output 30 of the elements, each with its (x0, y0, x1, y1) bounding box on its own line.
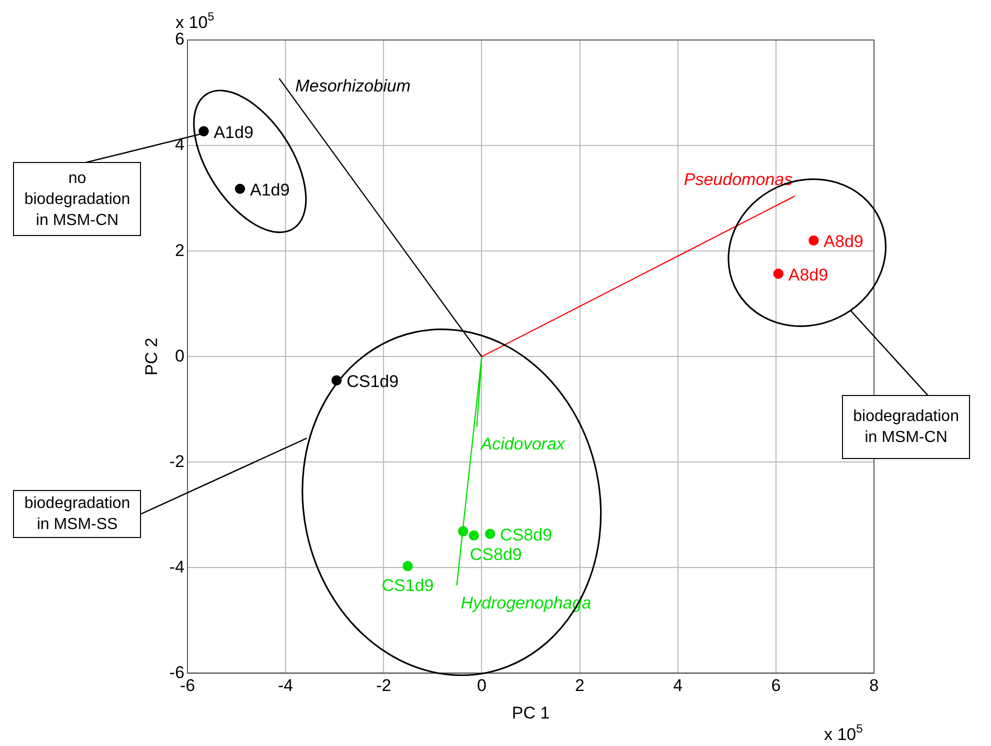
series-label: A1d9 (214, 122, 254, 142)
series-label: Mesorhizobium (295, 76, 410, 96)
y-tick-label: 6 (175, 30, 185, 49)
y-tick-label: -2 (169, 452, 185, 471)
y-tick-label: -6 (169, 662, 185, 682)
series-label: A8d9 (788, 265, 828, 284)
x-tick-label: -4 (278, 676, 294, 696)
series-label: A8d9 (824, 232, 864, 252)
x-tick-label: -2 (376, 676, 392, 696)
x-axis-title: PC 1 (512, 703, 550, 722)
x-tick-label: 6 (771, 676, 781, 696)
annotation: biodegradation in MSM-CN (842, 395, 970, 460)
annotation: no biodegradation in MSM-CN (13, 162, 142, 236)
series-label: A1d9 (250, 180, 290, 200)
text: biodegradation in MSM-SS (13, 490, 142, 538)
series-label: CS1d9 (346, 372, 399, 392)
x-tick-label: 0 (476, 676, 486, 696)
series-label: CS1d9 (382, 576, 434, 595)
x-tick-label: 4 (673, 676, 683, 696)
series-label: CS8d9 (500, 526, 552, 545)
x-tick-label: 2 (575, 676, 585, 696)
y-tick-label: 4 (175, 135, 185, 154)
y-tick-label: 2 (175, 240, 185, 260)
series-label: Pseudomonas (684, 170, 794, 189)
y-axis-title: PC 2 (142, 338, 161, 376)
series-label: CS8d9 (470, 545, 522, 564)
x-tick-label: 8 (869, 676, 879, 696)
y-tick-label: -4 (169, 557, 185, 576)
series-label: Acidovorax (480, 434, 566, 454)
y-tick-label: 0 (175, 346, 185, 366)
